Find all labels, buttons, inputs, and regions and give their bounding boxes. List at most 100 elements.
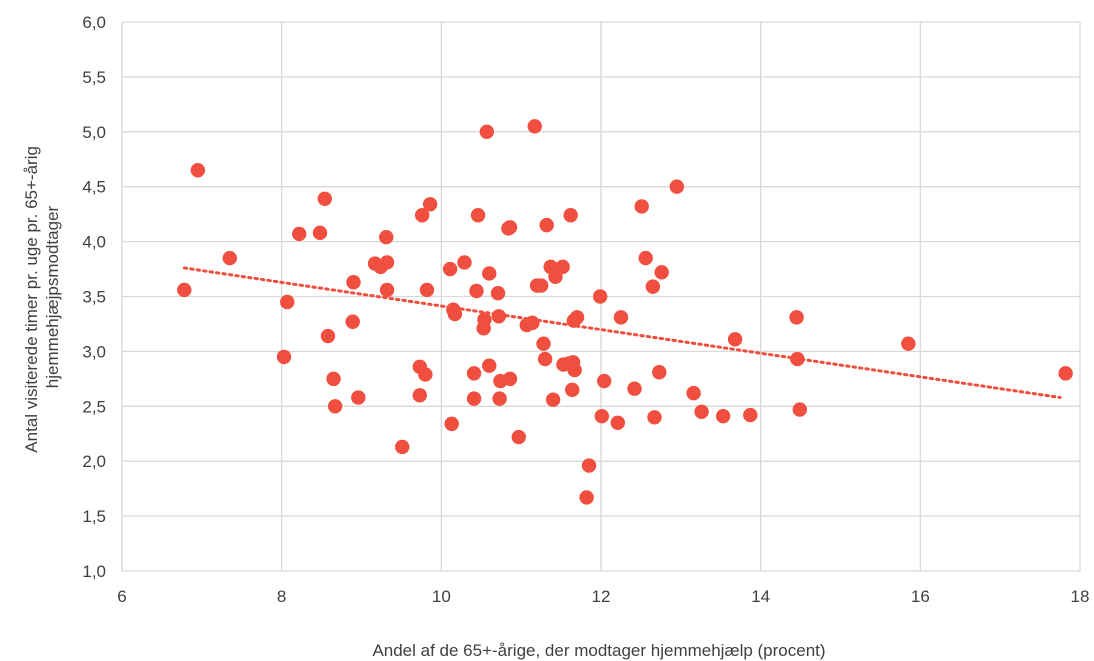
data-point [669,179,685,194]
y-axis-title-line-2: hjemmehjæjpsmodtager [43,205,62,388]
data-point [491,309,507,324]
data-point [555,259,570,275]
data-point [715,408,731,424]
data-point [565,382,580,398]
trendline [182,266,1062,400]
data-point [569,310,585,325]
data-point [581,458,597,473]
data-point [444,416,459,432]
x-tick-label: 6 [117,587,126,606]
data-point [292,226,307,242]
data-point [537,351,553,367]
x-tick-label: 8 [277,587,286,606]
data-point [511,429,526,445]
data-point [743,407,758,423]
data-point [351,390,366,405]
data-point [276,349,292,365]
data-point [422,197,438,212]
y-tick-label: 3,0 [82,342,106,361]
data-point [320,328,336,344]
data-point [379,230,394,245]
data-point [536,336,551,351]
data-point [567,362,582,378]
data-point [466,366,482,381]
data-point [412,388,427,403]
data-point [312,225,328,241]
y-axis-title-line-1: Antal visiterede timer pr. uge pr. 65+-å… [22,146,41,453]
data-point [379,282,395,298]
data-point [414,208,430,223]
data-point [539,217,554,233]
y-tick-label: 2,0 [82,452,106,471]
data-point [789,310,804,325]
data-point [482,266,497,281]
data-point [442,261,458,277]
data-point [479,124,495,139]
data-point [419,282,435,298]
y-tick-label: 1,5 [82,507,106,526]
x-tick-label: 18 [1071,587,1090,606]
data-point [593,289,608,304]
data-point [645,279,661,294]
data-point [579,490,594,505]
y-tick-label: 1,0 [82,562,106,581]
y-tick-label: 6,0 [82,13,106,32]
data-point [533,278,549,293]
y-tick-label: 2,5 [82,397,106,416]
y-tick-label: 5,0 [82,123,106,142]
x-tick-labels: 6 8 10 12 14 16 18 [117,587,1089,606]
data-point [594,408,609,424]
data-point [527,119,542,134]
data-point [470,208,486,223]
data-point [482,358,497,373]
data-point [652,365,667,380]
data-point [379,255,395,270]
data-point [727,332,743,347]
data-point [490,286,506,301]
data-point [613,310,629,325]
data-point [345,314,360,329]
data-point [563,208,578,223]
data-point [634,199,649,214]
data-point [466,391,482,406]
data-point [1058,366,1073,381]
data-point [477,312,492,327]
data-point [317,191,332,206]
data-point [447,306,463,322]
data-point [469,283,484,299]
data-point [686,385,701,401]
data-point [177,282,192,298]
data-point [694,404,709,419]
data-point [492,391,507,406]
x-tick-label: 14 [751,587,770,606]
data-point [395,439,410,455]
data-point [346,275,361,290]
y-tick-label: 5,5 [82,68,106,87]
data-point [610,415,625,430]
data-point [502,371,518,387]
x-axis-title: Andel af de 65+-årige, der modtager hjem… [372,641,825,660]
data-point [502,220,518,235]
y-axis-title: Antal visiterede timer pr. uge pr. 65+-å… [22,141,62,452]
x-tick-label: 10 [432,587,451,606]
data-point [457,255,472,270]
data-point [327,399,343,414]
y-tick-label: 4,0 [82,233,106,252]
data-points [177,119,1073,505]
y-tick-label: 3,5 [82,288,106,307]
data-point [326,371,341,387]
data-point [418,367,433,382]
y-tick-label: 4,5 [82,178,106,197]
data-point [792,402,807,417]
data-point [548,269,563,284]
y-tick-labels: 1,0 1,5 2,0 2,5 3,0 3,5 4,0 4,5 5,0 5,5 6,0 [82,13,106,581]
x-tick-label: 16 [911,587,930,606]
data-point [190,163,206,178]
data-point [901,336,916,351]
data-point [627,381,642,396]
data-point [654,265,669,280]
data-point [596,373,612,389]
data-point [280,294,295,310]
data-point [222,250,237,266]
